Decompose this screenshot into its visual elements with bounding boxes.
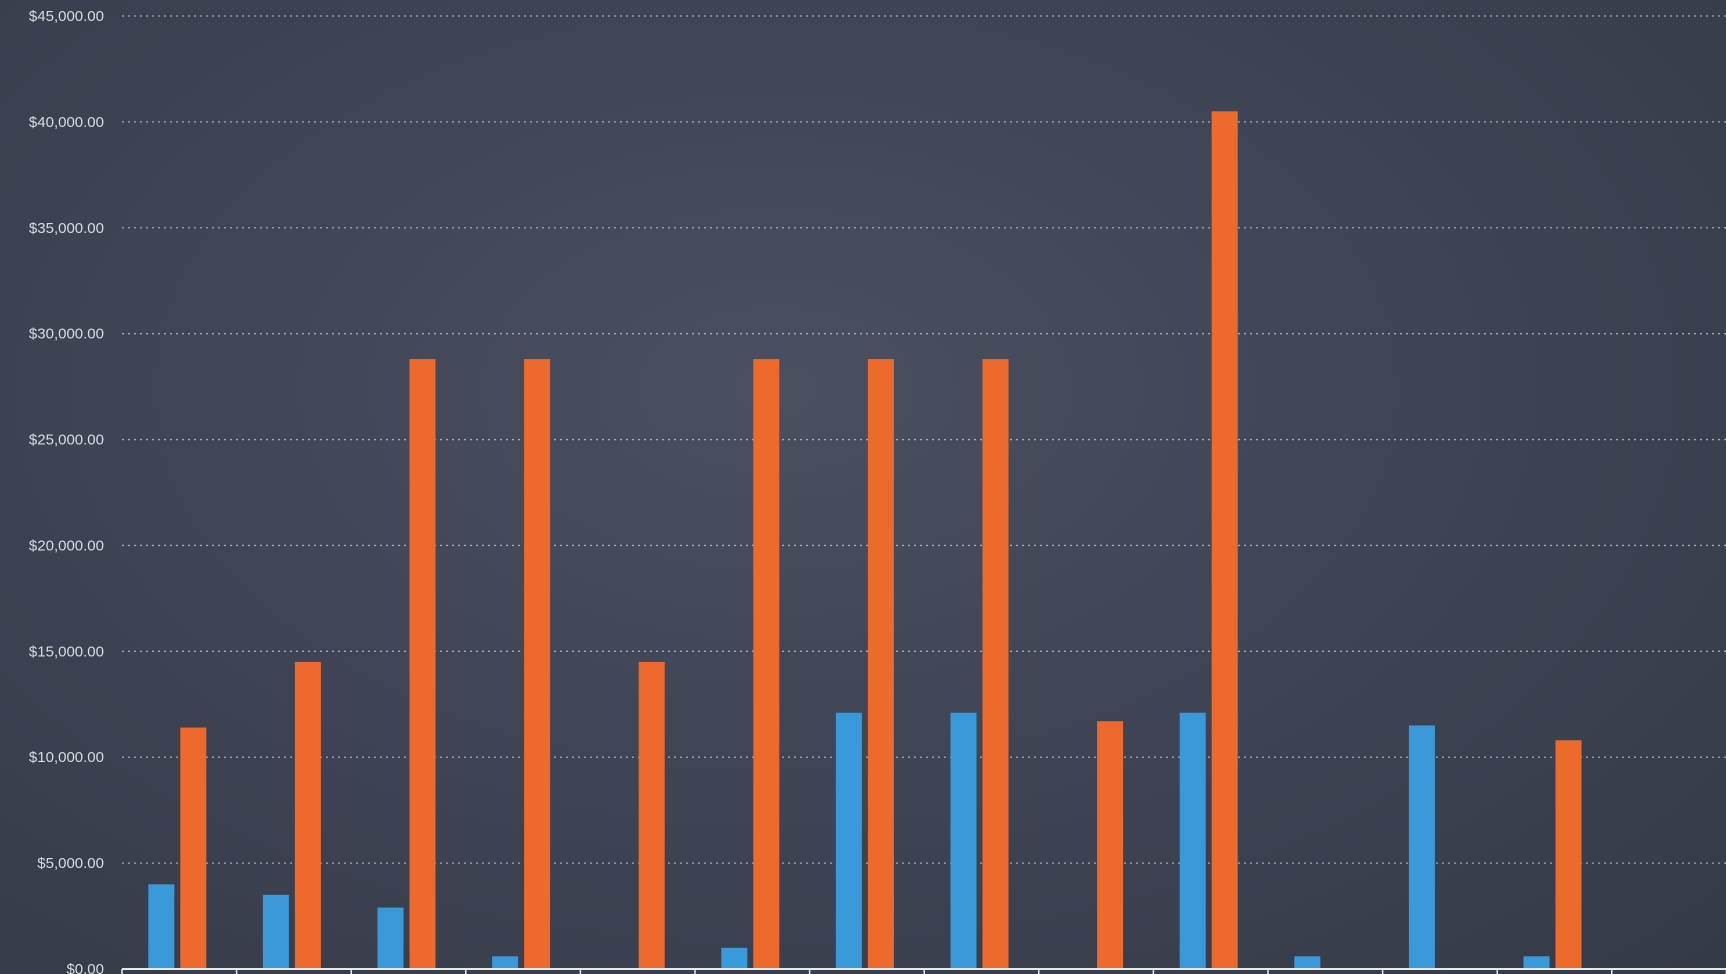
bar	[721, 947, 748, 969]
y-tick-label: $30,000.00	[29, 326, 104, 343]
bar	[1294, 956, 1321, 969]
tick-labels: $0.00 $5,000.00 $10,000.00 $15,000.00 $20,00…	[29, 8, 104, 974]
bar	[262, 894, 289, 969]
bar	[524, 359, 551, 970]
bar	[835, 712, 862, 969]
y-tick-label: $5,000.00	[37, 855, 104, 872]
y-tick-label: $10,000.00	[29, 749, 104, 766]
bar	[1211, 111, 1238, 970]
bar	[1555, 740, 1582, 969]
bar	[638, 661, 665, 969]
bar	[148, 884, 175, 969]
bar	[492, 956, 519, 969]
y-tick-label: $40,000.00	[29, 114, 104, 131]
bar	[409, 359, 436, 970]
gridlines	[122, 15, 1726, 864]
y-tick-label: $15,000.00	[29, 643, 104, 660]
bar	[867, 359, 894, 970]
bar	[753, 359, 780, 970]
axes	[121, 968, 1726, 974]
y-tick-label: $25,000.00	[29, 432, 104, 449]
y-tick-label: $45,000.00	[29, 8, 104, 25]
bar	[982, 359, 1009, 970]
bar	[377, 907, 404, 969]
y-tick-label: $20,000.00	[29, 537, 104, 554]
bar	[1408, 725, 1435, 969]
y-tick-label: $0.00	[66, 961, 104, 974]
bar	[180, 727, 207, 969]
bar	[294, 661, 321, 969]
bars	[148, 111, 1582, 970]
bar	[950, 712, 977, 969]
bar	[1179, 712, 1206, 969]
y-tick-label: $35,000.00	[29, 220, 104, 237]
bar	[1523, 956, 1550, 969]
bar	[1097, 721, 1124, 969]
